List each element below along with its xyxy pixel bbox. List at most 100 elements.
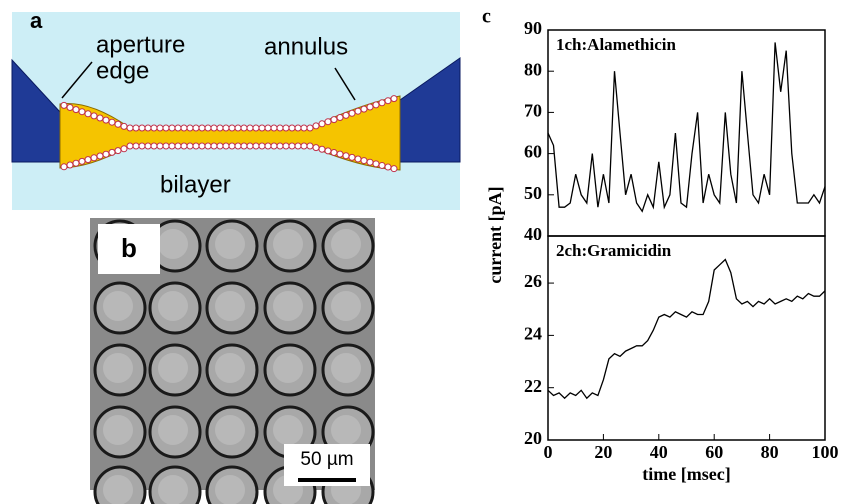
lipid-head [114,147,122,155]
lipid-head [336,150,344,158]
panel-label: a [30,8,43,33]
lipid-head [360,105,368,113]
lipid-head [378,161,386,169]
lipid-head [300,142,308,150]
lipid-head [90,112,98,120]
lipid-head [390,95,398,103]
lipid-head [198,142,206,150]
lipid-head [234,124,242,132]
lipid-head [180,142,188,150]
lipid-head [354,155,362,163]
lipid-head [66,161,74,169]
lipid-head [174,124,182,132]
lipid-head [330,148,338,156]
lipid-head [342,111,350,119]
arrow [61,61,93,99]
lipid-head [102,150,110,158]
well-center [215,229,245,259]
lipid-head [96,152,104,160]
well-center [331,291,361,321]
lipid-head [180,124,188,132]
lipid-head [72,106,80,114]
lipid-head [240,124,248,132]
well-center [215,291,245,321]
label: edge [96,57,149,84]
panel-label: c [482,6,491,28]
lipid-head [204,142,212,150]
lipid-head [60,163,68,171]
y-tick-label: 60 [524,142,542,162]
y-tick-label: 26 [524,271,542,291]
well-center [215,415,245,445]
lipid-head [354,107,362,115]
lipid-head [342,152,350,160]
lipid-head [156,142,164,150]
plot-frame [547,235,826,441]
lipid-head [270,124,278,132]
lipid-head [390,165,398,173]
lipid-head [216,142,224,150]
y-tick-label: 50 [524,183,542,203]
x-tick-label: 40 [650,442,668,462]
lipid-head [312,144,320,152]
well-center [158,353,188,383]
lipid-head [234,142,242,150]
lipid-head [294,124,302,132]
lipid-head [144,142,152,150]
lipid-head [258,124,266,132]
panel-b-labels: b 50 µm [98,224,370,486]
x-tick-label: 60 [705,442,723,462]
well-center [331,229,361,259]
lipid-head [330,116,338,124]
lipid-head [384,163,392,171]
x-tick-label: 100 [812,442,839,462]
well-center [331,415,361,445]
lipid-head [360,157,368,165]
lipid-head [264,124,272,132]
lipid-head [246,142,254,150]
well-center [273,291,303,321]
y-tick-label: 80 [524,59,542,79]
lipid-head [282,142,290,150]
panel-b [90,218,375,504]
lipid-head [306,124,314,132]
lipid-head [336,114,344,121]
lipid-head [384,97,392,105]
well-center [158,291,188,321]
lipid-head [120,145,128,153]
lipid-head [324,147,332,155]
lipid-head [138,124,146,132]
lipid-head [264,142,272,150]
lipid-head [288,124,296,132]
label: annulus [264,33,348,60]
lipid-head [366,103,374,111]
lipid-head [78,157,86,165]
lipid-head [294,142,302,150]
lipid-head [126,124,134,132]
lipid-head [102,116,110,124]
lipid-head [108,148,116,156]
lipid-head [138,142,146,150]
lipid-head [114,120,122,128]
lipid-head [282,124,290,132]
lipid-head [276,124,284,132]
lipid-head [306,142,314,150]
lipid-head [84,110,92,118]
lipid-head [198,124,206,132]
y-tick-label: 90 [524,18,542,38]
lipid-head [72,159,80,167]
lipid-head [252,142,260,150]
line [547,42,826,213]
lipid-head [276,142,284,150]
lipid-head [144,124,152,132]
lipid-head [210,142,218,150]
lipid-head [186,142,194,150]
lipid-head [222,124,230,132]
lipid-head [174,142,182,150]
lipid-head [270,142,278,150]
lipid-head [156,124,164,132]
lipid-head [132,142,140,150]
lipid-head [372,160,380,168]
